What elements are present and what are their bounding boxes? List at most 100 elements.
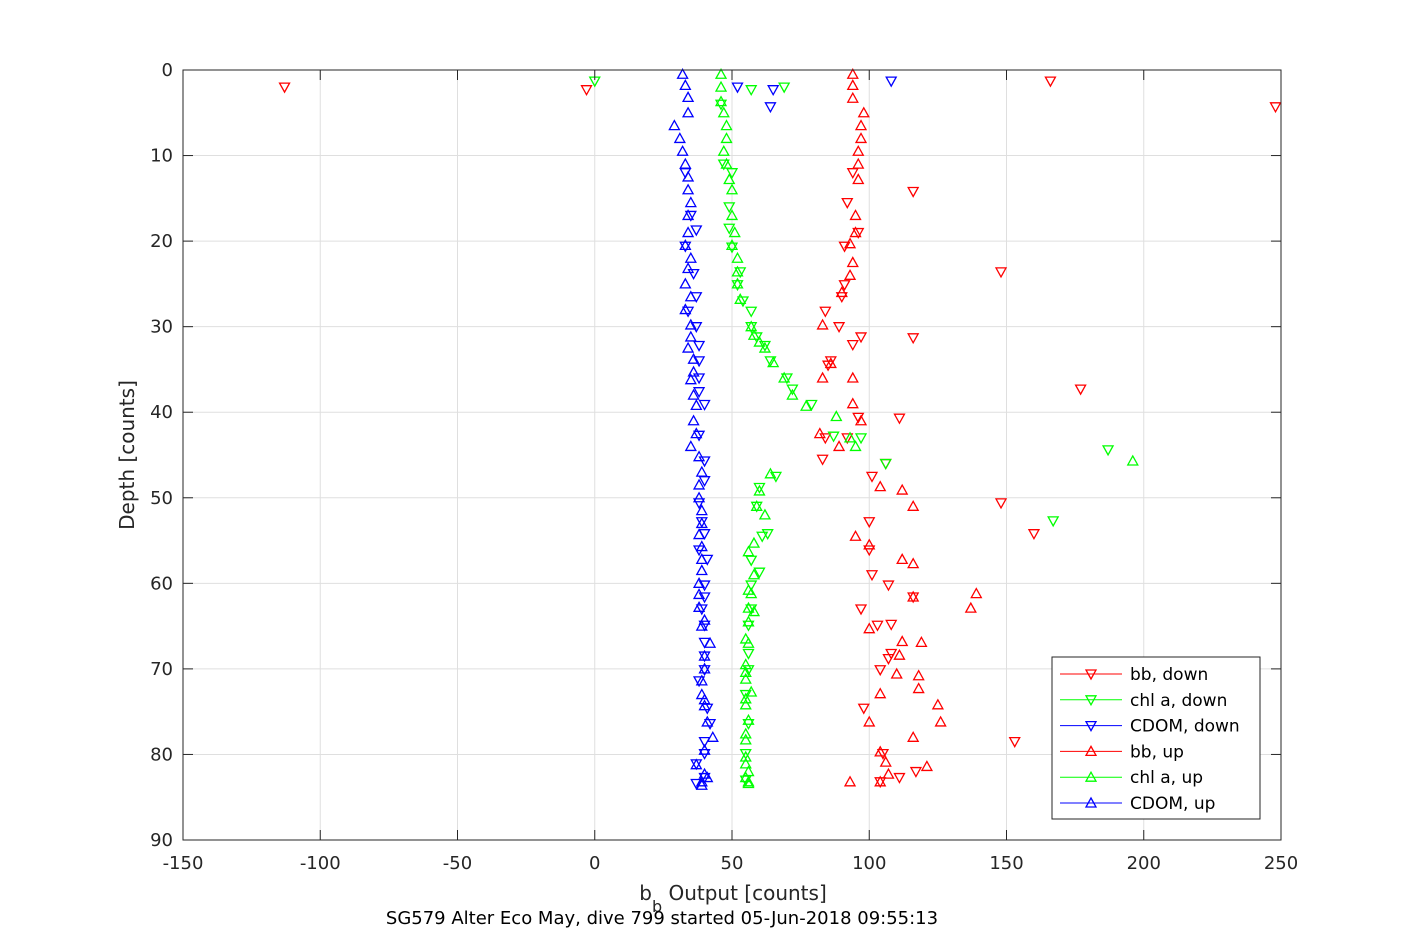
data-point <box>698 743 711 755</box>
legend-entry-label: bb, up <box>1130 742 1184 762</box>
data-point <box>684 210 697 222</box>
data-point <box>690 322 703 334</box>
data-point <box>739 665 752 677</box>
data-point <box>824 357 837 369</box>
data-point <box>745 85 758 97</box>
data-point <box>835 292 848 304</box>
data-point <box>1269 102 1282 114</box>
data-point <box>745 587 758 599</box>
data-point <box>865 570 879 582</box>
data-point <box>695 504 708 516</box>
data-point <box>681 226 695 238</box>
data-point <box>813 427 826 439</box>
data-point <box>684 290 697 302</box>
data-point <box>874 775 887 787</box>
data-point <box>893 648 906 660</box>
data-point <box>1126 454 1139 466</box>
data-point <box>739 692 752 704</box>
x-axis-title-rest: Output [counts] <box>662 881 827 905</box>
data-point <box>695 604 708 616</box>
data-point <box>970 587 983 599</box>
ticks: -150 -100 -50 0 50 100 150 200 250 0 10 20 30 40 50 60 7… <box>150 60 1298 874</box>
data-point <box>706 730 719 742</box>
data-point <box>835 286 848 298</box>
data-point <box>896 635 909 647</box>
data-point <box>907 333 920 345</box>
data-point <box>852 173 865 185</box>
data-point <box>745 320 758 332</box>
data-point <box>695 465 708 477</box>
data-point <box>681 183 695 195</box>
data-point <box>816 318 829 330</box>
data-point <box>843 775 857 787</box>
data-point <box>854 604 868 616</box>
data-point <box>695 778 708 790</box>
data-point <box>854 132 868 144</box>
data-point <box>679 157 692 169</box>
data-point <box>890 667 903 679</box>
y-tick-label: 30 <box>150 317 173 338</box>
data-point <box>731 82 744 94</box>
series-3 <box>813 67 983 787</box>
data-point <box>714 80 728 92</box>
x-tick-label: 150 <box>989 853 1023 874</box>
data-point <box>742 775 755 787</box>
data-point <box>692 356 706 368</box>
data-point <box>690 427 703 439</box>
data-point <box>871 620 884 632</box>
y-tick-label: 90 <box>150 830 173 851</box>
data-point <box>687 352 700 364</box>
data-point <box>679 239 692 251</box>
data-point <box>931 698 944 710</box>
legend-marker <box>1084 770 1098 782</box>
data-point <box>753 335 766 347</box>
legend-marker <box>1084 796 1098 808</box>
data-point <box>728 226 741 238</box>
y-tick-label: 10 <box>150 146 173 167</box>
data-point <box>758 341 772 353</box>
y-tick-label: 70 <box>150 659 173 680</box>
data-point <box>692 373 706 385</box>
data-point <box>687 414 700 426</box>
data-point <box>885 648 898 660</box>
data-point <box>756 531 769 543</box>
data-point <box>909 766 923 778</box>
data-point <box>692 676 706 688</box>
data-point <box>679 303 692 315</box>
legend-entry-label: bb, down <box>1130 665 1208 685</box>
data-point <box>698 456 711 468</box>
data-point <box>1101 445 1115 457</box>
data-point <box>731 280 744 292</box>
data-point <box>739 689 752 701</box>
data-point <box>780 373 794 385</box>
data-point <box>747 536 761 548</box>
data-point <box>687 388 700 400</box>
data-point <box>778 371 791 383</box>
data-point <box>819 306 832 318</box>
data-point <box>687 365 700 377</box>
data-point <box>863 715 876 727</box>
legend-box <box>1051 656 1261 820</box>
data-point <box>874 745 887 757</box>
data-point <box>739 750 752 762</box>
x-tick-label: -150 <box>163 853 204 874</box>
x-tick-label: -50 <box>443 853 472 874</box>
x-tick-label: 250 <box>1264 853 1298 874</box>
data-point <box>698 649 711 661</box>
data-point <box>885 619 898 631</box>
data-point <box>896 553 909 565</box>
data-point <box>816 371 829 383</box>
data-point <box>767 85 780 97</box>
data-point <box>846 371 859 383</box>
data-point <box>907 730 920 742</box>
data-point <box>846 397 859 409</box>
data-point <box>701 771 714 783</box>
data-point <box>736 296 750 308</box>
legend-entry-label: CDOM, down <box>1130 717 1240 737</box>
data-point <box>679 277 692 289</box>
data-point <box>692 387 706 399</box>
data-point <box>681 106 695 118</box>
data-point <box>698 620 711 632</box>
data-point <box>846 79 859 91</box>
x-tick-label: 200 <box>1127 853 1161 874</box>
